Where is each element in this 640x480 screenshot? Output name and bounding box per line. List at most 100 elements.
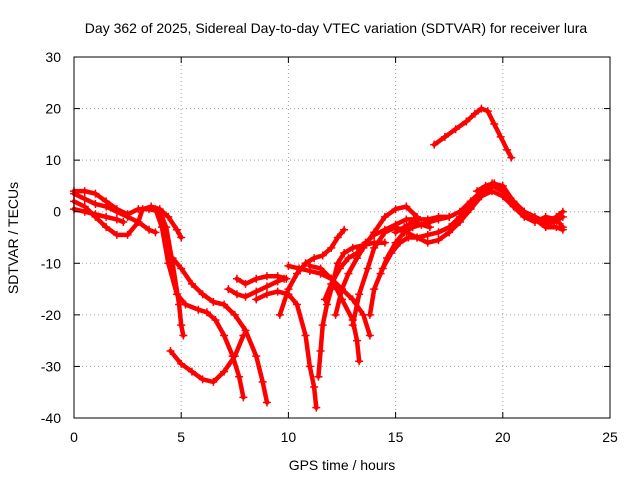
data-point xyxy=(220,300,229,309)
data-point xyxy=(80,207,89,216)
data-point xyxy=(515,205,524,214)
data-point xyxy=(275,310,284,319)
data-point xyxy=(102,202,111,211)
data-point xyxy=(177,321,186,330)
x-tick-label: 5 xyxy=(177,429,185,445)
data-point xyxy=(230,352,239,361)
data-point xyxy=(301,259,310,268)
data-point xyxy=(112,207,121,216)
data-point xyxy=(391,238,400,247)
data-point xyxy=(91,199,100,208)
x-axis-label: GPS time / hours xyxy=(289,457,396,473)
data-point xyxy=(145,225,154,234)
data-point xyxy=(524,212,533,221)
data-point xyxy=(224,285,233,294)
data-point xyxy=(473,187,482,196)
data-point xyxy=(262,290,271,299)
data-point xyxy=(157,223,166,232)
data-point xyxy=(147,202,156,211)
y-tick-label: 0 xyxy=(53,204,61,220)
data-point xyxy=(353,336,362,345)
data-point xyxy=(134,218,143,227)
data-point xyxy=(209,377,218,386)
axis-ticks: 0 5 10 15 20 25 30 20 10 0 -10 -20 -30 -40 xyxy=(41,49,618,445)
data-point xyxy=(365,331,374,340)
data-point xyxy=(423,230,432,239)
data-point xyxy=(252,352,261,361)
series-arc21 xyxy=(431,106,514,160)
data-point xyxy=(496,132,505,141)
data-point xyxy=(102,223,111,232)
data-point xyxy=(239,393,248,402)
data-point xyxy=(123,212,132,221)
y-tick-label: 20 xyxy=(45,101,61,117)
data-point xyxy=(262,272,271,281)
data-point xyxy=(112,215,121,224)
data-point xyxy=(282,274,291,283)
y-tick-label: 30 xyxy=(45,49,61,65)
plot-frame xyxy=(73,56,611,419)
data-point xyxy=(198,290,207,299)
data-point xyxy=(172,290,181,299)
data-point xyxy=(344,254,353,263)
x-tick-label: 25 xyxy=(602,429,618,445)
data-point xyxy=(314,372,323,381)
data-point xyxy=(181,300,190,309)
data-point xyxy=(112,230,121,239)
data-point xyxy=(558,225,567,234)
data-point xyxy=(340,225,349,234)
data-point xyxy=(363,264,372,273)
data-point xyxy=(220,367,229,376)
data-point xyxy=(316,264,325,273)
data-point xyxy=(320,295,329,304)
data-point xyxy=(123,230,132,239)
data-point xyxy=(498,187,507,196)
data-point xyxy=(310,254,319,263)
data-point xyxy=(413,212,422,221)
data-point xyxy=(177,359,186,368)
data-point xyxy=(391,205,400,214)
data-point xyxy=(211,316,220,325)
data-point xyxy=(434,236,443,245)
data-point xyxy=(402,202,411,211)
chart-title: Day 362 of 2025, Sidereal Day-to-day VTE… xyxy=(85,20,588,36)
data-point xyxy=(292,300,301,309)
data-point xyxy=(258,377,267,386)
data-point xyxy=(507,197,516,206)
data-point xyxy=(434,228,443,237)
data-point xyxy=(318,251,327,260)
data-point xyxy=(451,125,460,134)
y-tick-label: 10 xyxy=(45,152,61,168)
data-point xyxy=(440,132,449,141)
data-point xyxy=(322,300,331,309)
data-point xyxy=(198,375,207,384)
data-point xyxy=(252,274,261,283)
data-point xyxy=(202,308,211,317)
data-point xyxy=(220,331,229,340)
data-point xyxy=(541,220,550,229)
data-point xyxy=(391,228,400,237)
x-tick-label: 15 xyxy=(388,429,404,445)
data-point xyxy=(470,109,479,118)
data-point xyxy=(305,261,314,270)
data-point xyxy=(327,279,336,288)
data-point xyxy=(550,218,559,227)
data-point xyxy=(301,331,310,340)
data-point xyxy=(318,321,327,330)
data-point xyxy=(380,212,389,221)
data-point xyxy=(119,218,128,227)
data-point xyxy=(327,243,336,252)
data-point xyxy=(241,292,250,301)
data-point xyxy=(533,215,542,224)
data-point xyxy=(370,228,379,237)
data-point xyxy=(333,233,342,242)
data-point xyxy=(241,279,250,288)
y-tick-label: -40 xyxy=(41,410,61,426)
data-series xyxy=(70,104,567,412)
data-point xyxy=(333,259,342,268)
data-point xyxy=(80,194,89,203)
data-point xyxy=(179,331,188,340)
data-point xyxy=(164,212,173,221)
data-point xyxy=(348,321,357,330)
grid-lines xyxy=(74,57,610,418)
